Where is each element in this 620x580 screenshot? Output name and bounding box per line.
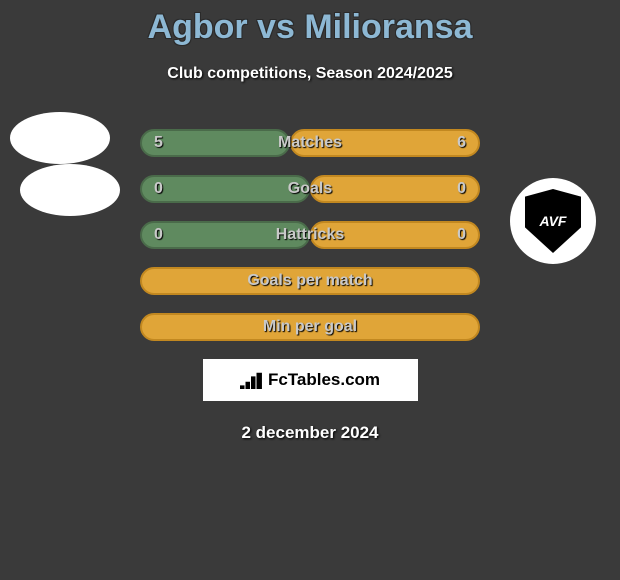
- stat-value-right: 6: [457, 134, 466, 152]
- bar-left: [140, 175, 310, 203]
- stat-label: Goals: [288, 180, 332, 198]
- stat-row: Goals per match: [140, 267, 480, 295]
- stat-row: Min per goal: [140, 313, 480, 341]
- stat-value-left: 0: [154, 226, 163, 244]
- brand-label: FcTables.com: [268, 370, 380, 390]
- stat-row: Hattricks 0 0: [140, 221, 480, 249]
- stat-label: Min per goal: [263, 318, 357, 336]
- stat-row: Goals 0 0: [140, 175, 480, 203]
- bar-right: [310, 175, 480, 203]
- page-title: Agbor vs Milioransa: [0, 8, 620, 47]
- comparison-chart: Matches 5 6 Goals 0 0 Hattricks 0 0 Goals per mat…: [0, 129, 620, 341]
- stat-value-right: 0: [457, 226, 466, 244]
- stat-value-left: 0: [154, 180, 163, 198]
- stat-label: Goals per match: [247, 272, 372, 290]
- stat-value-left: 5: [154, 134, 163, 152]
- footer-date: 2 december 2024: [0, 423, 620, 443]
- stat-label: Matches: [278, 134, 342, 152]
- brand-box: FcTables.com: [203, 359, 418, 401]
- stat-value-right: 0: [457, 180, 466, 198]
- stat-label: Hattricks: [276, 226, 344, 244]
- stat-row: Matches 5 6: [140, 129, 480, 157]
- bar-chart-icon: [240, 371, 262, 389]
- header: Agbor vs Milioransa Club competitions, S…: [0, 0, 620, 83]
- subtitle: Club competitions, Season 2024/2025: [0, 65, 620, 83]
